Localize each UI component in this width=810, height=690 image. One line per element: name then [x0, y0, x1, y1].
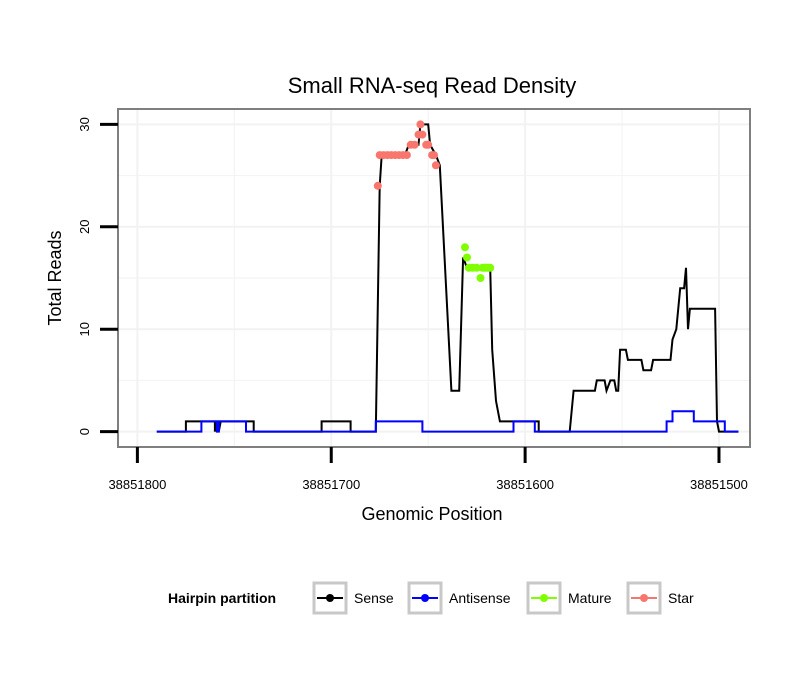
x-tick-label-3: 38851500: [690, 477, 748, 492]
legend-entry-antisense: Antisense: [407, 581, 511, 615]
x-tick-label-1: 38851700: [302, 477, 360, 492]
legend-title: Hairpin partition: [168, 590, 276, 606]
legend-label-sense: Sense: [354, 590, 394, 606]
legend-label-antisense: Antisense: [449, 590, 511, 606]
series-layer: [156, 120, 739, 433]
point-mature-4: [472, 263, 481, 272]
legend-entry-star: Star: [626, 581, 694, 615]
legend-entry-mature: Mature: [526, 581, 612, 615]
legend-label-mature: Mature: [568, 590, 612, 606]
legend-key-dot-antisense: [421, 594, 429, 602]
point-mature-0: [461, 243, 469, 252]
point-mature-5: [476, 274, 485, 282]
y-axis-title: Total Reads: [45, 230, 65, 325]
y-tick-label-3: 30: [77, 117, 92, 131]
x-tick-label-0: 38851800: [108, 477, 166, 492]
x-tick-label-2: 38851600: [496, 477, 554, 492]
legend-key-dot-mature: [540, 594, 548, 602]
chart-title: Small RNA-seq Read Density: [288, 73, 577, 98]
point-mature-1: [463, 253, 471, 262]
point-star-8: [402, 151, 411, 160]
legend-label-star: Star: [668, 590, 694, 606]
point-star-17: [430, 151, 438, 160]
point-star-15: [424, 140, 433, 149]
legend: Hairpin partition Sense Antisense Mature St…: [168, 581, 694, 615]
series-line-antisense: [156, 410, 739, 433]
y-tick-label-1: 10: [77, 322, 92, 336]
point-star-0: [373, 181, 382, 190]
point-star-12: [416, 120, 425, 129]
x-axis-title: Genomic Position: [361, 504, 502, 524]
axes: 38851800 38851700 38851600 38851500 0 10 20 30: [77, 117, 748, 492]
point-mature-10: [486, 263, 495, 272]
legend-key-dot-sense: [326, 594, 334, 602]
legend-key-dot-star: [640, 594, 648, 602]
y-tick-label-0: 0: [77, 428, 92, 435]
point-star-10: [410, 140, 419, 149]
point-star-18: [431, 161, 440, 170]
grid-lines: [118, 109, 750, 447]
point-star-13: [418, 130, 427, 139]
y-tick-label-2: 20: [77, 220, 92, 234]
plot-border: [117, 108, 751, 448]
legend-entry-sense: Sense: [312, 581, 394, 615]
